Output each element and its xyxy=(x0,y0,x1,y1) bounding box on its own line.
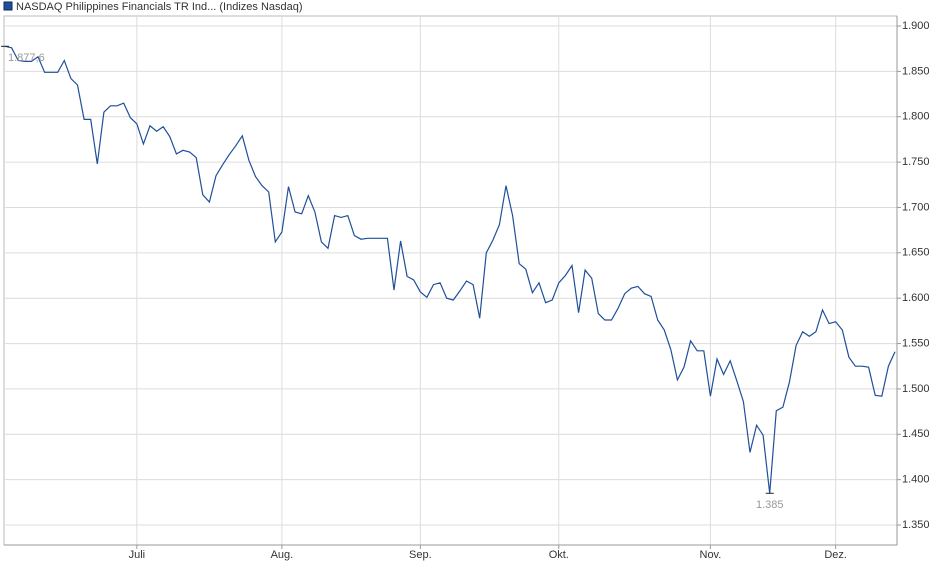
y-tick-label: 1.350 xyxy=(902,519,930,531)
plot-frame xyxy=(3,15,898,546)
y-tick-label: 1.400 xyxy=(902,474,930,486)
x-tick-label: Okt. xyxy=(549,549,569,561)
series-line xyxy=(4,45,896,494)
y-tick-label: 1.850 xyxy=(902,65,930,77)
y-tick-label: 1.550 xyxy=(902,337,930,349)
y-tick-label: 1.700 xyxy=(902,201,930,213)
legend-swatch xyxy=(3,1,13,11)
value-label: 1.385 xyxy=(756,499,784,511)
value-label: 1.877,6 xyxy=(8,52,45,64)
y-tick-label: 1.650 xyxy=(902,247,930,259)
x-tick-label: Aug. xyxy=(271,549,294,561)
x-tick-label: Dez. xyxy=(824,549,847,561)
legend-label: NASDAQ Philippines Financials TR Ind... … xyxy=(16,1,303,13)
x-tick-label: Juli xyxy=(129,549,146,561)
y-tick-label: 1.900 xyxy=(902,20,930,32)
y-tick-label: 1.500 xyxy=(902,383,930,395)
y-tick-label: 1.450 xyxy=(902,428,930,440)
x-tick-label: Nov. xyxy=(700,549,722,561)
y-tick-label: 1.750 xyxy=(902,156,930,168)
y-tick-label: 1.600 xyxy=(902,292,930,304)
y-tick-label: 1.800 xyxy=(902,111,930,123)
x-tick-label: Sep. xyxy=(409,549,432,561)
